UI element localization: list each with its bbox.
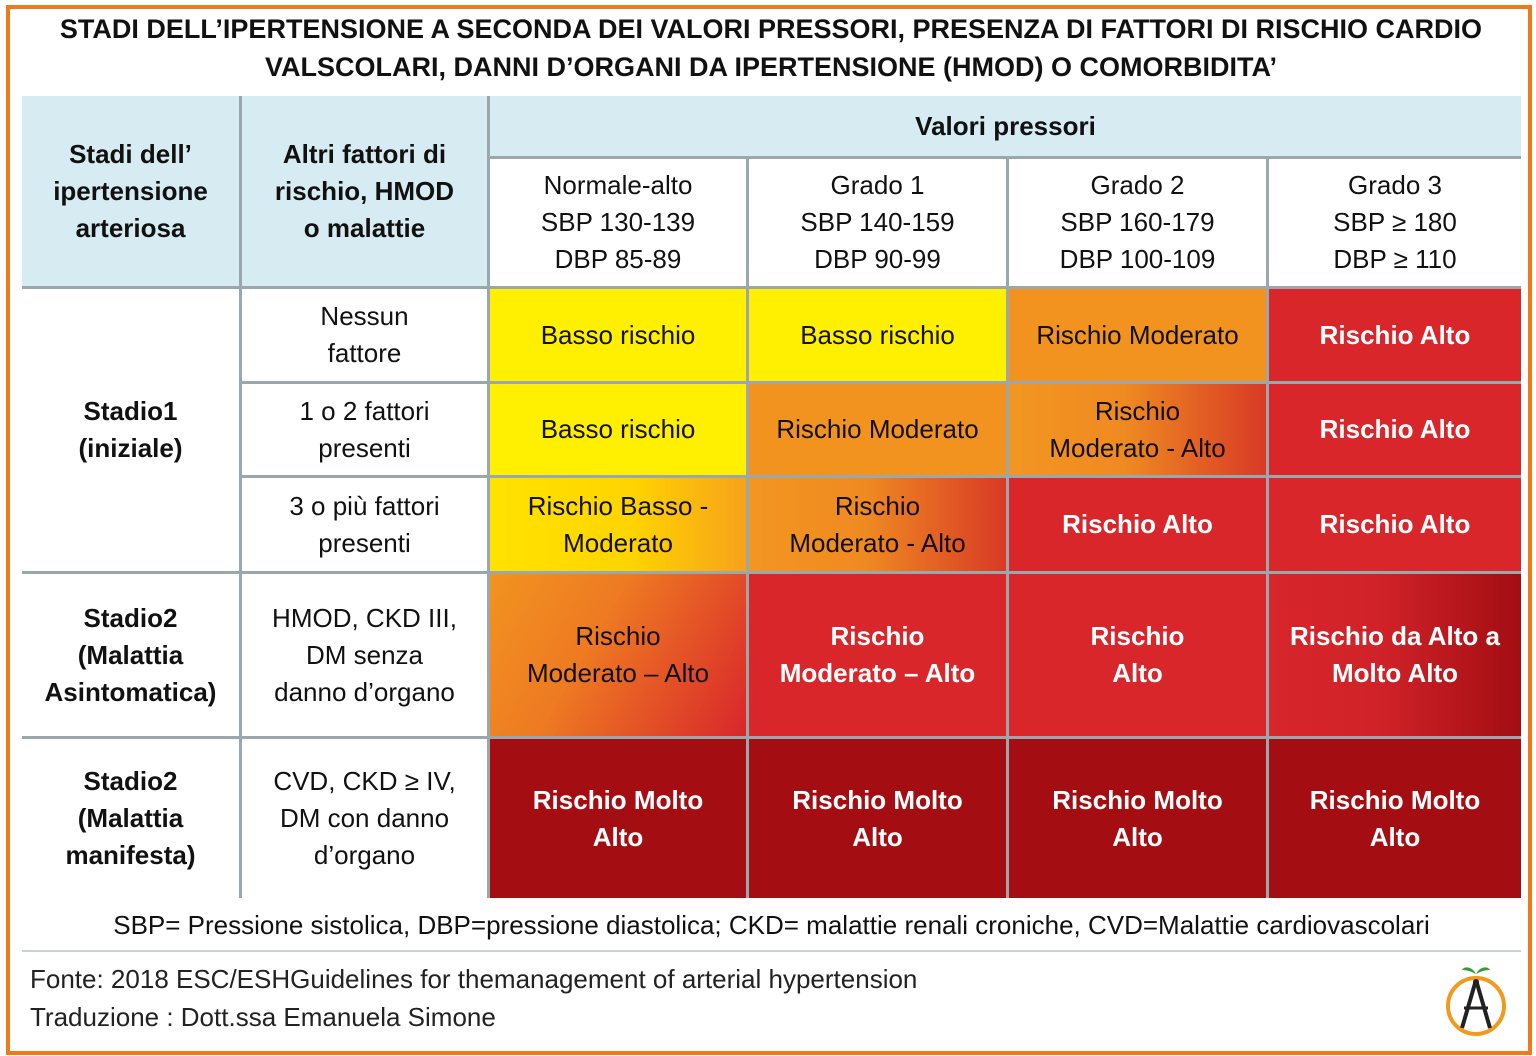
risk-cell: Rischio Moderato - Alto [749,478,1006,571]
risk-cell: Rischio da Alto a Molto Alto [1269,574,1521,736]
header-grade-3: Grado 3 SBP ≥ 180 DBP ≥ 110 [1269,159,1521,286]
risk-cell: Basso rischio [490,289,746,381]
header-grade-normal-high: Normale-alto SBP 130-139 DBP 85-89 [490,159,746,286]
stage-2-asymptomatic: Stadio2 (Malattia Asintomatica) [22,574,239,736]
header-grade-1: Grado 1 SBP 140-159 DBP 90-99 [749,159,1006,286]
risk-cell: Rischio Alto [1269,384,1521,475]
factor-cvd: CVD, CKD ≥ IV, DM con danno d’organo [242,739,487,898]
risk-cell: Rischio Alto [1009,574,1266,736]
risk-cell: Rischio Basso - Moderato [490,478,746,571]
stage-2-manifest: Stadio2 (Malattia manifesta) [22,739,239,898]
footer: Fonte: 2018 ESC/ESHGuidelines for theman… [30,960,917,1036]
translation-text: Traduzione : Dott.ssa Emanuela Simone [30,1002,496,1032]
risk-cell: Rischio Moderato – Alto [490,574,746,736]
risk-cell: Rischio Molto Alto [749,739,1006,898]
risk-cell: Basso rischio [490,384,746,475]
risk-cell: Rischio Alto [1009,478,1266,571]
risk-cell: Rischio Moderato - Alto [1009,384,1266,475]
header-blood-pressure: Valori pressori [490,96,1521,156]
header-factors: Altri fattori di rischio, HMOD o malatti… [242,96,487,286]
factor-1-2: 1 o 2 fattori presenti [242,384,487,475]
risk-cell: Basso rischio [749,289,1006,381]
abbreviations-legend: SBP= Pressione sistolica, DBP=pressione … [113,910,1430,940]
risk-table: Stadi dell’ ipertensione arteriosa Altri… [22,96,1521,898]
risk-cell: Rischio Molto Alto [490,739,746,898]
page-title: STADI DELL’IPERTENSIONE A SECONDA DEI VA… [22,10,1520,86]
factor-hmod: HMOD, CKD III, DM senza danno d’organo [242,574,487,736]
title-line-1: STADI DELL’IPERTENSIONE A SECONDA DEI VA… [59,14,1483,44]
orange-compass-logo-icon [1446,967,1506,1036]
risk-cell: Rischio Moderato [1009,289,1266,381]
risk-cell: Rischio Moderato – Alto [749,574,1006,736]
source-text: Fonte: 2018 ESC/ESHGuidelines for theman… [30,964,918,994]
risk-cell: Rischio Moderato [749,384,1006,475]
header-grade-2: Grado 2 SBP 160-179 DBP 100-109 [1009,159,1266,286]
divider [22,950,1521,952]
risk-cell: Rischio Alto [1269,289,1521,381]
risk-cell: Rischio Molto Alto [1009,739,1266,898]
title-line-2: VALSCOLARI, DANNI D’ORGANI DA IPERTENSIO… [265,52,1277,82]
risk-cell: Rischio Molto Alto [1269,739,1521,898]
risk-cell: Rischio Alto [1269,478,1521,571]
factor-none: Nessun fattore [242,289,487,381]
header-stages: Stadi dell’ ipertensione arteriosa [22,96,239,286]
stage-1: Stadio1 (iniziale) [22,289,239,571]
factor-3-plus: 3 o più fattori presenti [242,478,487,571]
